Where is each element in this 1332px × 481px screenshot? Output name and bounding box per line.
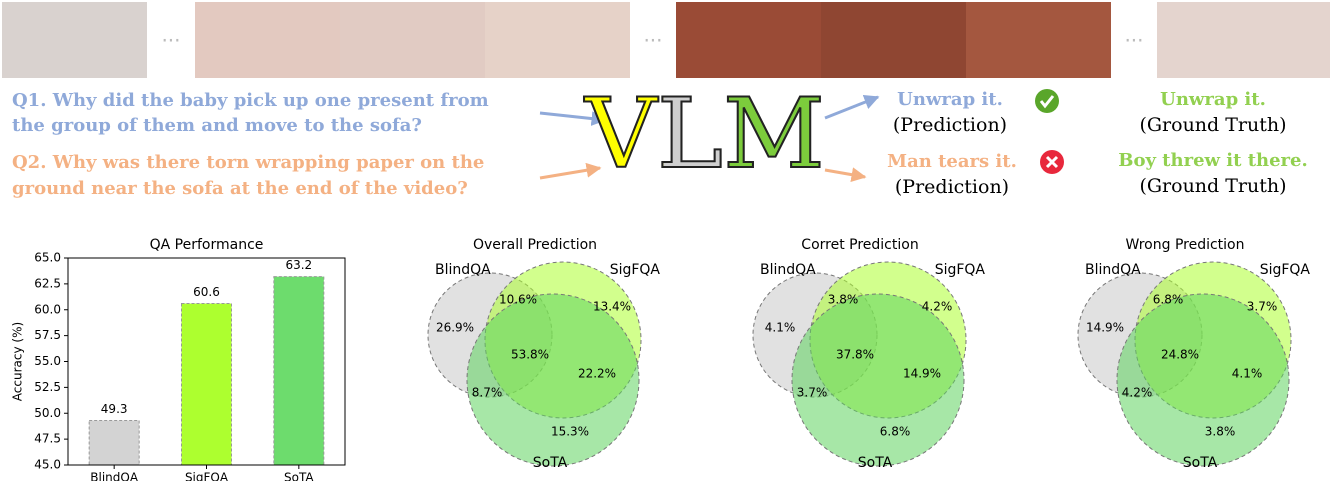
y-tick-label: 45.0 xyxy=(34,458,61,472)
x-tick-label: SoTA xyxy=(284,471,314,481)
y-tick-label: 47.5 xyxy=(34,432,61,446)
region-label: 3.8% xyxy=(1205,425,1236,439)
set-label: BlindQA xyxy=(1085,262,1141,278)
question-line: Q2. Why was there torn wrapping paper on… xyxy=(12,152,484,173)
x-tick-label: BlindQA xyxy=(90,471,139,481)
region-label: 22.2% xyxy=(578,367,616,381)
model-name: VLM xyxy=(584,78,825,190)
region-label: 24.8% xyxy=(1161,348,1199,362)
prediction-tag: (Prediction) xyxy=(895,176,1009,198)
set-label: BlindQA xyxy=(760,262,816,278)
video-frames: ··· ··· ··· xyxy=(2,2,1330,78)
region-label: 14.9% xyxy=(1086,321,1124,335)
set-circle xyxy=(1116,293,1290,467)
ground-truth-tag: (Ground Truth) xyxy=(1139,175,1286,197)
region-label: 14.9% xyxy=(903,367,941,381)
chart-title: QA Performance xyxy=(150,237,264,253)
set-label: SoTA xyxy=(1183,455,1218,471)
bar xyxy=(88,419,140,466)
region-label: 6.8% xyxy=(1153,293,1184,307)
region-label: 37.8% xyxy=(836,348,874,362)
svg-text:···: ··· xyxy=(1124,29,1143,53)
region-label: 3.7% xyxy=(1247,300,1278,314)
correct-icon xyxy=(1035,89,1059,113)
x-tick-label: SigFQA xyxy=(185,471,229,481)
set-label: SoTA xyxy=(858,455,893,471)
y-tick-label: 62.5 xyxy=(34,276,61,290)
bar xyxy=(273,276,325,466)
y-tick-label: 65.0 xyxy=(34,251,61,265)
set-circle xyxy=(466,293,640,467)
qa-text: Q1. Why did the baby pick up one present… xyxy=(12,77,1308,199)
region-label: 6.8% xyxy=(880,425,911,439)
plot-frame xyxy=(67,257,346,466)
region-label: 15.3% xyxy=(551,425,589,439)
region-label: 8.7% xyxy=(472,386,503,400)
bar xyxy=(181,303,232,466)
set-label: SigFQA xyxy=(935,262,986,278)
set-label: BlindQA xyxy=(435,262,491,278)
region-label: 3.8% xyxy=(828,293,859,307)
value-label: 60.6 xyxy=(193,285,220,299)
y-tick-label: 50.0 xyxy=(34,406,61,420)
svg-text:···: ··· xyxy=(161,29,180,53)
y-tick-label: 55.0 xyxy=(34,354,61,368)
region-label: 3.7% xyxy=(797,386,828,400)
y-axis-label: Accuracy (%) xyxy=(11,322,25,401)
y-tick-label: 57.5 xyxy=(34,328,61,342)
y-tick-label: 52.5 xyxy=(34,380,61,394)
region-label: 4.1% xyxy=(765,321,796,335)
question-line: ground near the sofa at the end of the v… xyxy=(12,178,468,199)
chart-title: Overall Prediction xyxy=(473,237,597,253)
region-label: 13.4% xyxy=(593,300,631,314)
region-label: 4.1% xyxy=(1232,367,1263,381)
value-label: 63.2 xyxy=(285,258,312,272)
y-tick-label: 60.0 xyxy=(34,302,61,316)
region-label: 4.2% xyxy=(1122,386,1153,400)
set-label: SigFQA xyxy=(1260,262,1311,278)
wrong-icon xyxy=(1040,150,1064,174)
prediction: Unwrap it. xyxy=(897,89,1003,110)
chart-title: Wrong Prediction xyxy=(1126,237,1245,253)
prediction: Man tears it. xyxy=(887,151,1017,172)
set-label: SigFQA xyxy=(610,262,661,278)
chart-title: Corret Prediction xyxy=(801,237,918,253)
ground-truth: Boy threw it there. xyxy=(1118,150,1308,171)
prediction-tag: (Prediction) xyxy=(893,114,1007,136)
question-line: Q1. Why did the baby pick up one present… xyxy=(12,90,489,111)
ground-truth: Unwrap it. xyxy=(1160,89,1266,110)
region-label: 10.6% xyxy=(499,293,537,307)
region-label: 26.9% xyxy=(436,321,474,335)
value-label: 49.3 xyxy=(101,402,128,416)
set-circle xyxy=(791,293,965,467)
region-label: 4.2% xyxy=(922,300,953,314)
question-line: the group of them and move to the sofa? xyxy=(12,115,422,136)
region-label: 53.8% xyxy=(511,348,549,362)
set-label: SoTA xyxy=(533,455,568,471)
svg-text:···: ··· xyxy=(643,29,662,53)
ground-truth-tag: (Ground Truth) xyxy=(1139,114,1286,136)
